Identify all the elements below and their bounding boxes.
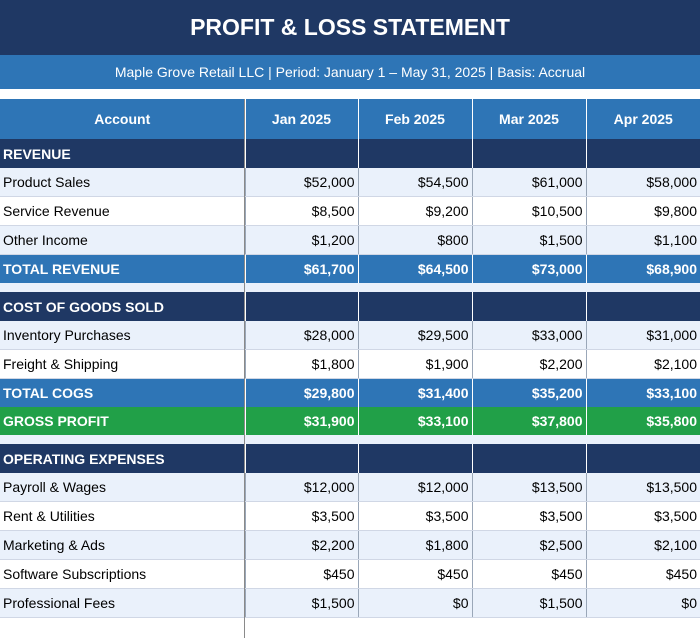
- value-cell[interactable]: $13,500: [585, 473, 700, 502]
- value-cell[interactable]: $1,800: [357, 530, 472, 560]
- report-title: PROFIT & LOSS STATEMENT: [0, 0, 700, 55]
- section-header-cogs: COST OF GOODS SOLD: [0, 292, 700, 321]
- account-label[interactable]: Other Income: [0, 225, 245, 255]
- value-cell[interactable]: $450: [357, 559, 472, 589]
- total-value[interactable]: $31,400: [357, 378, 472, 407]
- table-row: Marketing & Ads $2,200 $1,800 $2,500 $2,…: [0, 530, 700, 560]
- value-cell[interactable]: $28,000: [244, 321, 358, 350]
- value-cell[interactable]: $58,000: [585, 168, 700, 197]
- value-cell[interactable]: $52,000: [244, 168, 358, 197]
- value-cell[interactable]: $2,100: [585, 530, 700, 560]
- table-row: Payroll & Wages $12,000 $12,000 $13,500 …: [0, 473, 700, 502]
- value-cell[interactable]: $12,000: [244, 473, 358, 502]
- value-cell[interactable]: $1,500: [471, 225, 586, 255]
- value-cell[interactable]: $2,200: [471, 349, 586, 379]
- account-label[interactable]: Payroll & Wages: [0, 473, 245, 502]
- column-header-mar: Mar 2025: [471, 99, 586, 139]
- value-cell[interactable]: $33,000: [471, 321, 586, 350]
- account-label[interactable]: Professional Fees: [0, 588, 245, 618]
- value-cell[interactable]: $9,800: [585, 196, 700, 226]
- account-label[interactable]: Inventory Purchases: [0, 321, 245, 350]
- value-cell[interactable]: $1,100: [585, 225, 700, 255]
- value-cell[interactable]: $2,100: [585, 349, 700, 379]
- frozen-pane-divider: [244, 99, 245, 638]
- value-cell[interactable]: $8,500: [244, 196, 358, 226]
- total-value[interactable]: $35,200: [471, 378, 586, 407]
- table-row: Rent & Utilities $3,500 $3,500 $3,500 $3…: [0, 501, 700, 531]
- gross-profit-value[interactable]: $35,800: [585, 407, 700, 435]
- value-cell[interactable]: $2,200: [244, 530, 358, 560]
- header-gap: [0, 89, 700, 99]
- section-header-revenue: REVENUE: [0, 139, 700, 168]
- column-header-row: Account Jan 2025 Feb 2025 Mar 2025 Apr 2…: [0, 99, 700, 139]
- gross-profit-label[interactable]: GROSS PROFIT: [0, 407, 245, 435]
- total-value[interactable]: $73,000: [471, 254, 586, 283]
- section-header-opex: OPERATING EXPENSES: [0, 444, 700, 473]
- value-cell[interactable]: $1,500: [244, 588, 358, 618]
- value-cell[interactable]: $61,000: [471, 168, 586, 197]
- spacer-row: [0, 283, 700, 292]
- value-cell[interactable]: $3,500: [471, 501, 586, 531]
- account-label[interactable]: Product Sales: [0, 168, 245, 197]
- value-cell[interactable]: $3,500: [585, 501, 700, 531]
- account-label[interactable]: Marketing & Ads: [0, 530, 245, 560]
- value-cell[interactable]: $3,500: [357, 501, 472, 531]
- total-row-cogs: TOTAL COGS $29,800 $31,400 $35,200 $33,1…: [0, 378, 700, 407]
- table-row: Product Sales $52,000 $54,500 $61,000 $5…: [0, 168, 700, 197]
- value-cell[interactable]: $0: [585, 588, 700, 618]
- table-row: Inventory Purchases $28,000 $29,500 $33,…: [0, 321, 700, 350]
- value-cell[interactable]: $9,200: [357, 196, 472, 226]
- gross-profit-value[interactable]: $37,800: [471, 407, 586, 435]
- total-value[interactable]: $29,800: [244, 378, 358, 407]
- table-row: Freight & Shipping $1,800 $1,900 $2,200 …: [0, 349, 700, 379]
- column-header-account: Account: [0, 99, 245, 139]
- total-value[interactable]: $33,100: [585, 378, 700, 407]
- value-cell[interactable]: $29,500: [357, 321, 472, 350]
- column-header-jan: Jan 2025: [244, 99, 358, 139]
- value-cell[interactable]: $450: [244, 559, 358, 589]
- total-value[interactable]: $64,500: [357, 254, 472, 283]
- total-value[interactable]: $61,700: [244, 254, 358, 283]
- table-row: Service Revenue $8,500 $9,200 $10,500 $9…: [0, 196, 700, 226]
- value-cell[interactable]: $800: [357, 225, 472, 255]
- value-cell[interactable]: $1,200: [244, 225, 358, 255]
- spacer-row: [0, 435, 700, 444]
- pnl-table: Account Jan 2025 Feb 2025 Mar 2025 Apr 2…: [0, 99, 700, 618]
- gross-profit-value[interactable]: $31,900: [244, 407, 358, 435]
- gross-profit-value[interactable]: $33,100: [357, 407, 472, 435]
- section-title: OPERATING EXPENSES: [0, 444, 245, 473]
- value-cell[interactable]: $1,900: [357, 349, 472, 379]
- value-cell[interactable]: $2,500: [471, 530, 586, 560]
- total-label[interactable]: TOTAL COGS: [0, 378, 245, 407]
- total-row-revenue: TOTAL REVENUE $61,700 $64,500 $73,000 $6…: [0, 254, 700, 283]
- value-cell[interactable]: $13,500: [471, 473, 586, 502]
- section-title: COST OF GOODS SOLD: [0, 292, 245, 321]
- value-cell[interactable]: $31,000: [585, 321, 700, 350]
- table-row: Professional Fees $1,500 $0 $1,500 $0: [0, 588, 700, 618]
- value-cell[interactable]: $0: [357, 588, 472, 618]
- account-label[interactable]: Rent & Utilities: [0, 501, 245, 531]
- table-row: Other Income $1,200 $800 $1,500 $1,100: [0, 225, 700, 255]
- value-cell[interactable]: $1,500: [471, 588, 586, 618]
- gross-profit-row: GROSS PROFIT $31,900 $33,100 $37,800 $35…: [0, 407, 700, 435]
- table-row: Software Subscriptions $450 $450 $450 $4…: [0, 559, 700, 589]
- value-cell[interactable]: $54,500: [357, 168, 472, 197]
- value-cell[interactable]: $1,800: [244, 349, 358, 379]
- value-cell[interactable]: $450: [471, 559, 586, 589]
- value-cell[interactable]: $3,500: [244, 501, 358, 531]
- column-header-feb: Feb 2025: [357, 99, 472, 139]
- section-title: REVENUE: [0, 139, 245, 168]
- account-label[interactable]: Software Subscriptions: [0, 559, 245, 589]
- value-cell[interactable]: $450: [585, 559, 700, 589]
- report-subtitle: Maple Grove Retail LLC | Period: January…: [0, 55, 700, 89]
- total-label[interactable]: TOTAL REVENUE: [0, 254, 245, 283]
- account-label[interactable]: Freight & Shipping: [0, 349, 245, 379]
- account-label[interactable]: Service Revenue: [0, 196, 245, 226]
- total-value[interactable]: $68,900: [585, 254, 700, 283]
- column-header-apr: Apr 2025: [585, 99, 700, 139]
- value-cell[interactable]: $10,500: [471, 196, 586, 226]
- value-cell[interactable]: $12,000: [357, 473, 472, 502]
